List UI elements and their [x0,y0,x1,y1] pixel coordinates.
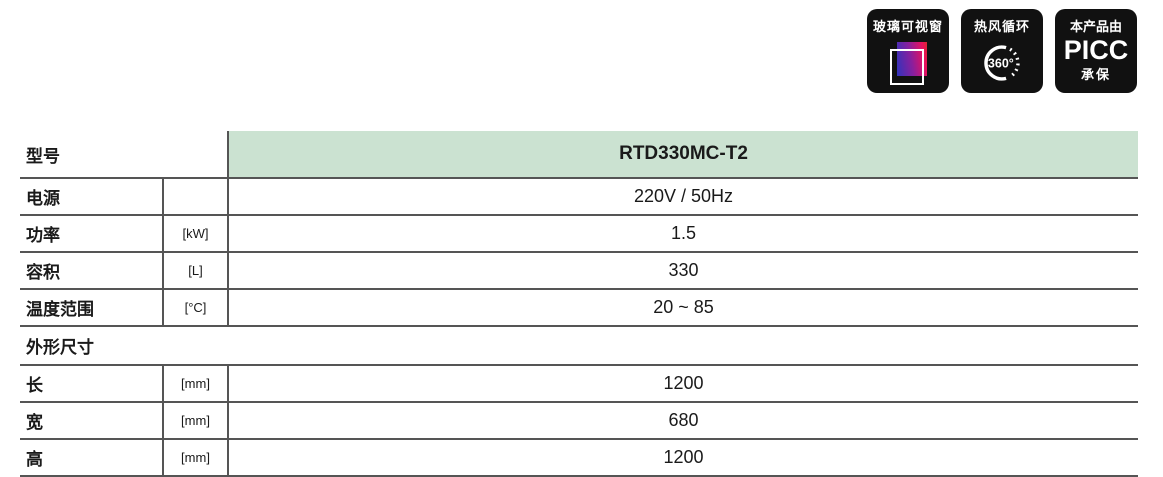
table-row-dimensions-section: 外形尺寸 [20,326,1138,366]
table-row-length: 长 [mm] 1200 [20,365,1138,403]
row-value: 1.5 [227,215,1138,253]
glass-window-outline-square [890,49,924,85]
row-unit: [mm] [162,402,228,440]
circulation-360-icon: 360° [984,45,1020,81]
badge-picc-insurance: 本产品由 PICC 承保 [1055,9,1137,93]
table-row-power: 功率 [kW] 1.5 [20,215,1138,253]
row-value: 20 ~ 85 [227,289,1138,327]
glass-window-icon [885,40,931,86]
row-unit: [°C] [162,289,228,327]
row-label: 宽 [20,402,163,440]
row-label: 容积 [20,252,163,290]
spec-table: 型号 RTD330MC-T2 电源 220V / 50Hz 功率 [kW] 1.… [20,131,1138,477]
row-value: 220V / 50Hz [227,178,1138,216]
feature-badges: 玻璃可视窗 热风循环 360° 本产品由 PICC 承保 [867,9,1137,93]
section-header: 外形尺寸 [20,326,1138,366]
picc-logo: PICC [1063,35,1129,65]
row-label: 长 [20,365,163,403]
row-value: 1200 [227,365,1138,403]
badge-glass-window: 玻璃可视窗 [867,9,949,93]
table-row-power-supply: 电源 220V / 50Hz [20,178,1138,216]
table-row-height: 高 [mm] 1200 [20,439,1138,477]
row-value: 680 [227,402,1138,440]
row-value: 330 [227,252,1138,290]
row-unit: [mm] [162,439,228,477]
table-row-width: 宽 [mm] 680 [20,402,1138,440]
row-label: 温度范围 [20,289,163,327]
table-row-capacity: 容积 [L] 330 [20,252,1138,290]
circulation-360-text: 360° [988,57,1014,71]
row-unit: [L] [162,252,228,290]
badge-hot-air-label: 热风循环 [973,19,1030,34]
row-unit: [kW] [162,215,228,253]
table-row-model: 型号 RTD330MC-T2 [20,131,1138,179]
model-value: RTD330MC-T2 [227,131,1138,179]
row-label: 电源 [20,178,163,216]
model-label: 型号 [20,131,228,179]
row-value: 1200 [227,439,1138,477]
row-unit [162,178,228,216]
row-label: 高 [20,439,163,477]
row-unit: [mm] [162,365,228,403]
badge-hot-air-circulation: 热风循环 360° [961,9,1043,93]
picc-top-label: 本产品由 [1069,19,1122,34]
table-row-temp-range: 温度范围 [°C] 20 ~ 85 [20,289,1138,327]
badge-glass-window-label: 玻璃可视窗 [872,19,943,34]
row-label: 功率 [20,215,163,253]
picc-bottom-label: 承保 [1080,67,1111,82]
